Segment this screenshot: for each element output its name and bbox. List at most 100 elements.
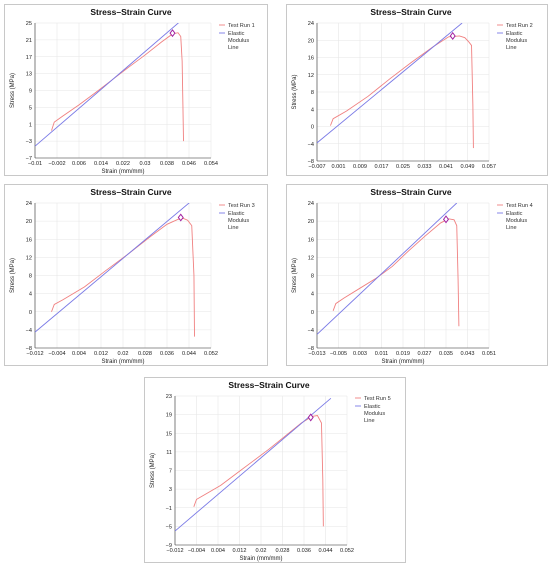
x-tick-label: 0.03	[140, 161, 151, 167]
y-tick-label: −1	[166, 506, 172, 512]
elastic-modulus-line	[175, 397, 332, 532]
y-tick-label: −4	[308, 142, 314, 148]
stress-strain-chart-4: Stress–Strain Curve −0.013 −0.005 0.003 0.01…	[286, 184, 548, 366]
y-tick-label: 24	[308, 201, 314, 207]
chart-svg: Stress–Strain Curve −0.01 −0.002 0.006 0.014…	[10, 7, 255, 175]
x-tick-label: 0.009	[353, 164, 367, 170]
x-tick-label: 0.028	[138, 351, 152, 357]
y-tick-label: −9	[166, 543, 172, 549]
legend-label-test-run: Test Run 1	[228, 23, 255, 29]
y-tick-label: 3	[169, 487, 172, 493]
y-tick-label: 8	[311, 90, 314, 96]
x-tick-label: 0.004	[211, 548, 225, 554]
y-tick-label: 20	[308, 38, 314, 44]
x-axis-label: Strain (mm/mm)	[240, 556, 283, 562]
x-tick-label: −0.007	[308, 164, 325, 170]
y-tick-label: 4	[311, 292, 314, 298]
x-tick-label: 0.006	[72, 161, 86, 167]
x-tick-label: 0.02	[256, 548, 267, 554]
x-tick-label: 0.001	[332, 164, 346, 170]
x-tick-label: 0.014	[94, 161, 108, 167]
test-run-line	[51, 217, 195, 337]
x-tick-label: 0.057	[482, 164, 496, 170]
y-tick-label: 24	[308, 21, 314, 27]
x-tick-label: 0.019	[396, 351, 410, 357]
y-tick-label: 0	[29, 310, 32, 316]
y-tick-label: −3	[26, 139, 32, 145]
stress-strain-chart-3: Stress–Strain Curve −0.012 −0.004 0.004 0.01…	[4, 184, 268, 366]
stress-strain-chart-2: Stress–Strain Curve −0.007 0.001 0.009 0.017…	[286, 4, 548, 176]
y-tick-label: 9	[29, 89, 32, 95]
y-tick-label: 7	[169, 469, 172, 475]
y-tick-label: 20	[26, 219, 32, 225]
x-tick-label: −0.01	[28, 161, 42, 167]
legend-label-test-run: Test Run 3	[228, 203, 255, 209]
y-tick-label: 4	[311, 107, 314, 113]
chart-svg: Stress–Strain Curve −0.007 0.001 0.009 0.017…	[292, 7, 533, 170]
chart-title: Stress–Strain Curve	[370, 7, 452, 17]
y-tick-label: 25	[26, 21, 32, 27]
x-tick-label: 0.038	[160, 161, 174, 167]
chart-title: Stress–Strain Curve	[228, 380, 310, 390]
y-tick-label: 1	[29, 122, 32, 128]
x-tick-label: 0.017	[375, 164, 389, 170]
legend-label-test-run: Test Run 2	[506, 23, 533, 29]
y-tick-label: 16	[26, 237, 32, 243]
y-tick-label: 0	[311, 310, 314, 316]
y-tick-label: 5	[29, 105, 32, 111]
x-tick-label: 0.003	[353, 351, 367, 357]
legend-label-elastic-modulus: Elastic Modulus Line	[228, 31, 249, 51]
test-run-line	[51, 32, 184, 142]
test-run-line	[332, 218, 460, 327]
legend-label-test-run: Test Run 5	[364, 396, 391, 402]
x-tick-label: 0.036	[160, 351, 174, 357]
chart-title: Stress–Strain Curve	[370, 187, 452, 197]
x-tick-label: 0.027	[418, 351, 432, 357]
y-tick-label: 17	[26, 55, 32, 61]
x-tick-label: 0.052	[340, 548, 354, 554]
x-tick-label: 0.02	[118, 351, 129, 357]
elastic-modulus-line	[35, 203, 190, 333]
x-tick-label: 0.051	[482, 351, 496, 357]
y-tick-label: −8	[26, 346, 32, 352]
y-tick-label: −5	[166, 524, 172, 530]
test-run-line	[330, 35, 474, 149]
y-tick-label: −4	[26, 328, 32, 334]
x-tick-label: −0.012	[26, 351, 43, 357]
x-tick-label: 0.043	[461, 351, 475, 357]
y-tick-label: −8	[308, 346, 314, 352]
y-tick-label: 8	[29, 274, 32, 280]
y-axis-label: Stress (MPa)	[292, 74, 298, 109]
y-tick-label: −4	[308, 328, 314, 334]
chart-title: Stress–Strain Curve	[90, 7, 172, 17]
x-tick-label: 0.036	[297, 548, 311, 554]
x-tick-label: 0.011	[375, 351, 389, 357]
legend-label-elastic-modulus: Elastic Modulus Line	[506, 211, 527, 231]
x-tick-label: 0.044	[182, 351, 196, 357]
x-tick-label: 0.054	[204, 161, 218, 167]
legend-label-test-run: Test Run 4	[506, 203, 533, 209]
peak-marker-diamond	[307, 413, 314, 422]
y-tick-label: 8	[311, 274, 314, 280]
peak-marker-diamond	[169, 29, 176, 38]
x-tick-label: 0.033	[418, 164, 432, 170]
y-tick-label: 21	[26, 38, 32, 44]
y-tick-label: 16	[308, 237, 314, 243]
x-tick-label: −0.005	[330, 351, 347, 357]
y-tick-label: 15	[166, 431, 172, 437]
x-tick-label: 0.049	[461, 164, 475, 170]
y-tick-label: 13	[26, 72, 32, 78]
elastic-modulus-line	[317, 23, 463, 144]
y-axis-label: Stress (MPa)	[150, 453, 156, 488]
y-tick-label: 4	[29, 292, 32, 298]
y-axis-label: Stress (MPa)	[292, 258, 298, 293]
x-axis-label: Strain (mm/mm)	[102, 169, 145, 175]
x-tick-label: 0.028	[276, 548, 290, 554]
chart-title: Stress–Strain Curve	[90, 187, 172, 197]
y-tick-label: 12	[26, 255, 32, 261]
x-tick-label: 0.022	[116, 161, 130, 167]
y-tick-label: 20	[308, 219, 314, 225]
legend-label-elastic-modulus: Elastic Modulus Line	[506, 31, 527, 51]
y-tick-label: 11	[166, 450, 172, 456]
x-tick-label: 0.052	[204, 351, 218, 357]
